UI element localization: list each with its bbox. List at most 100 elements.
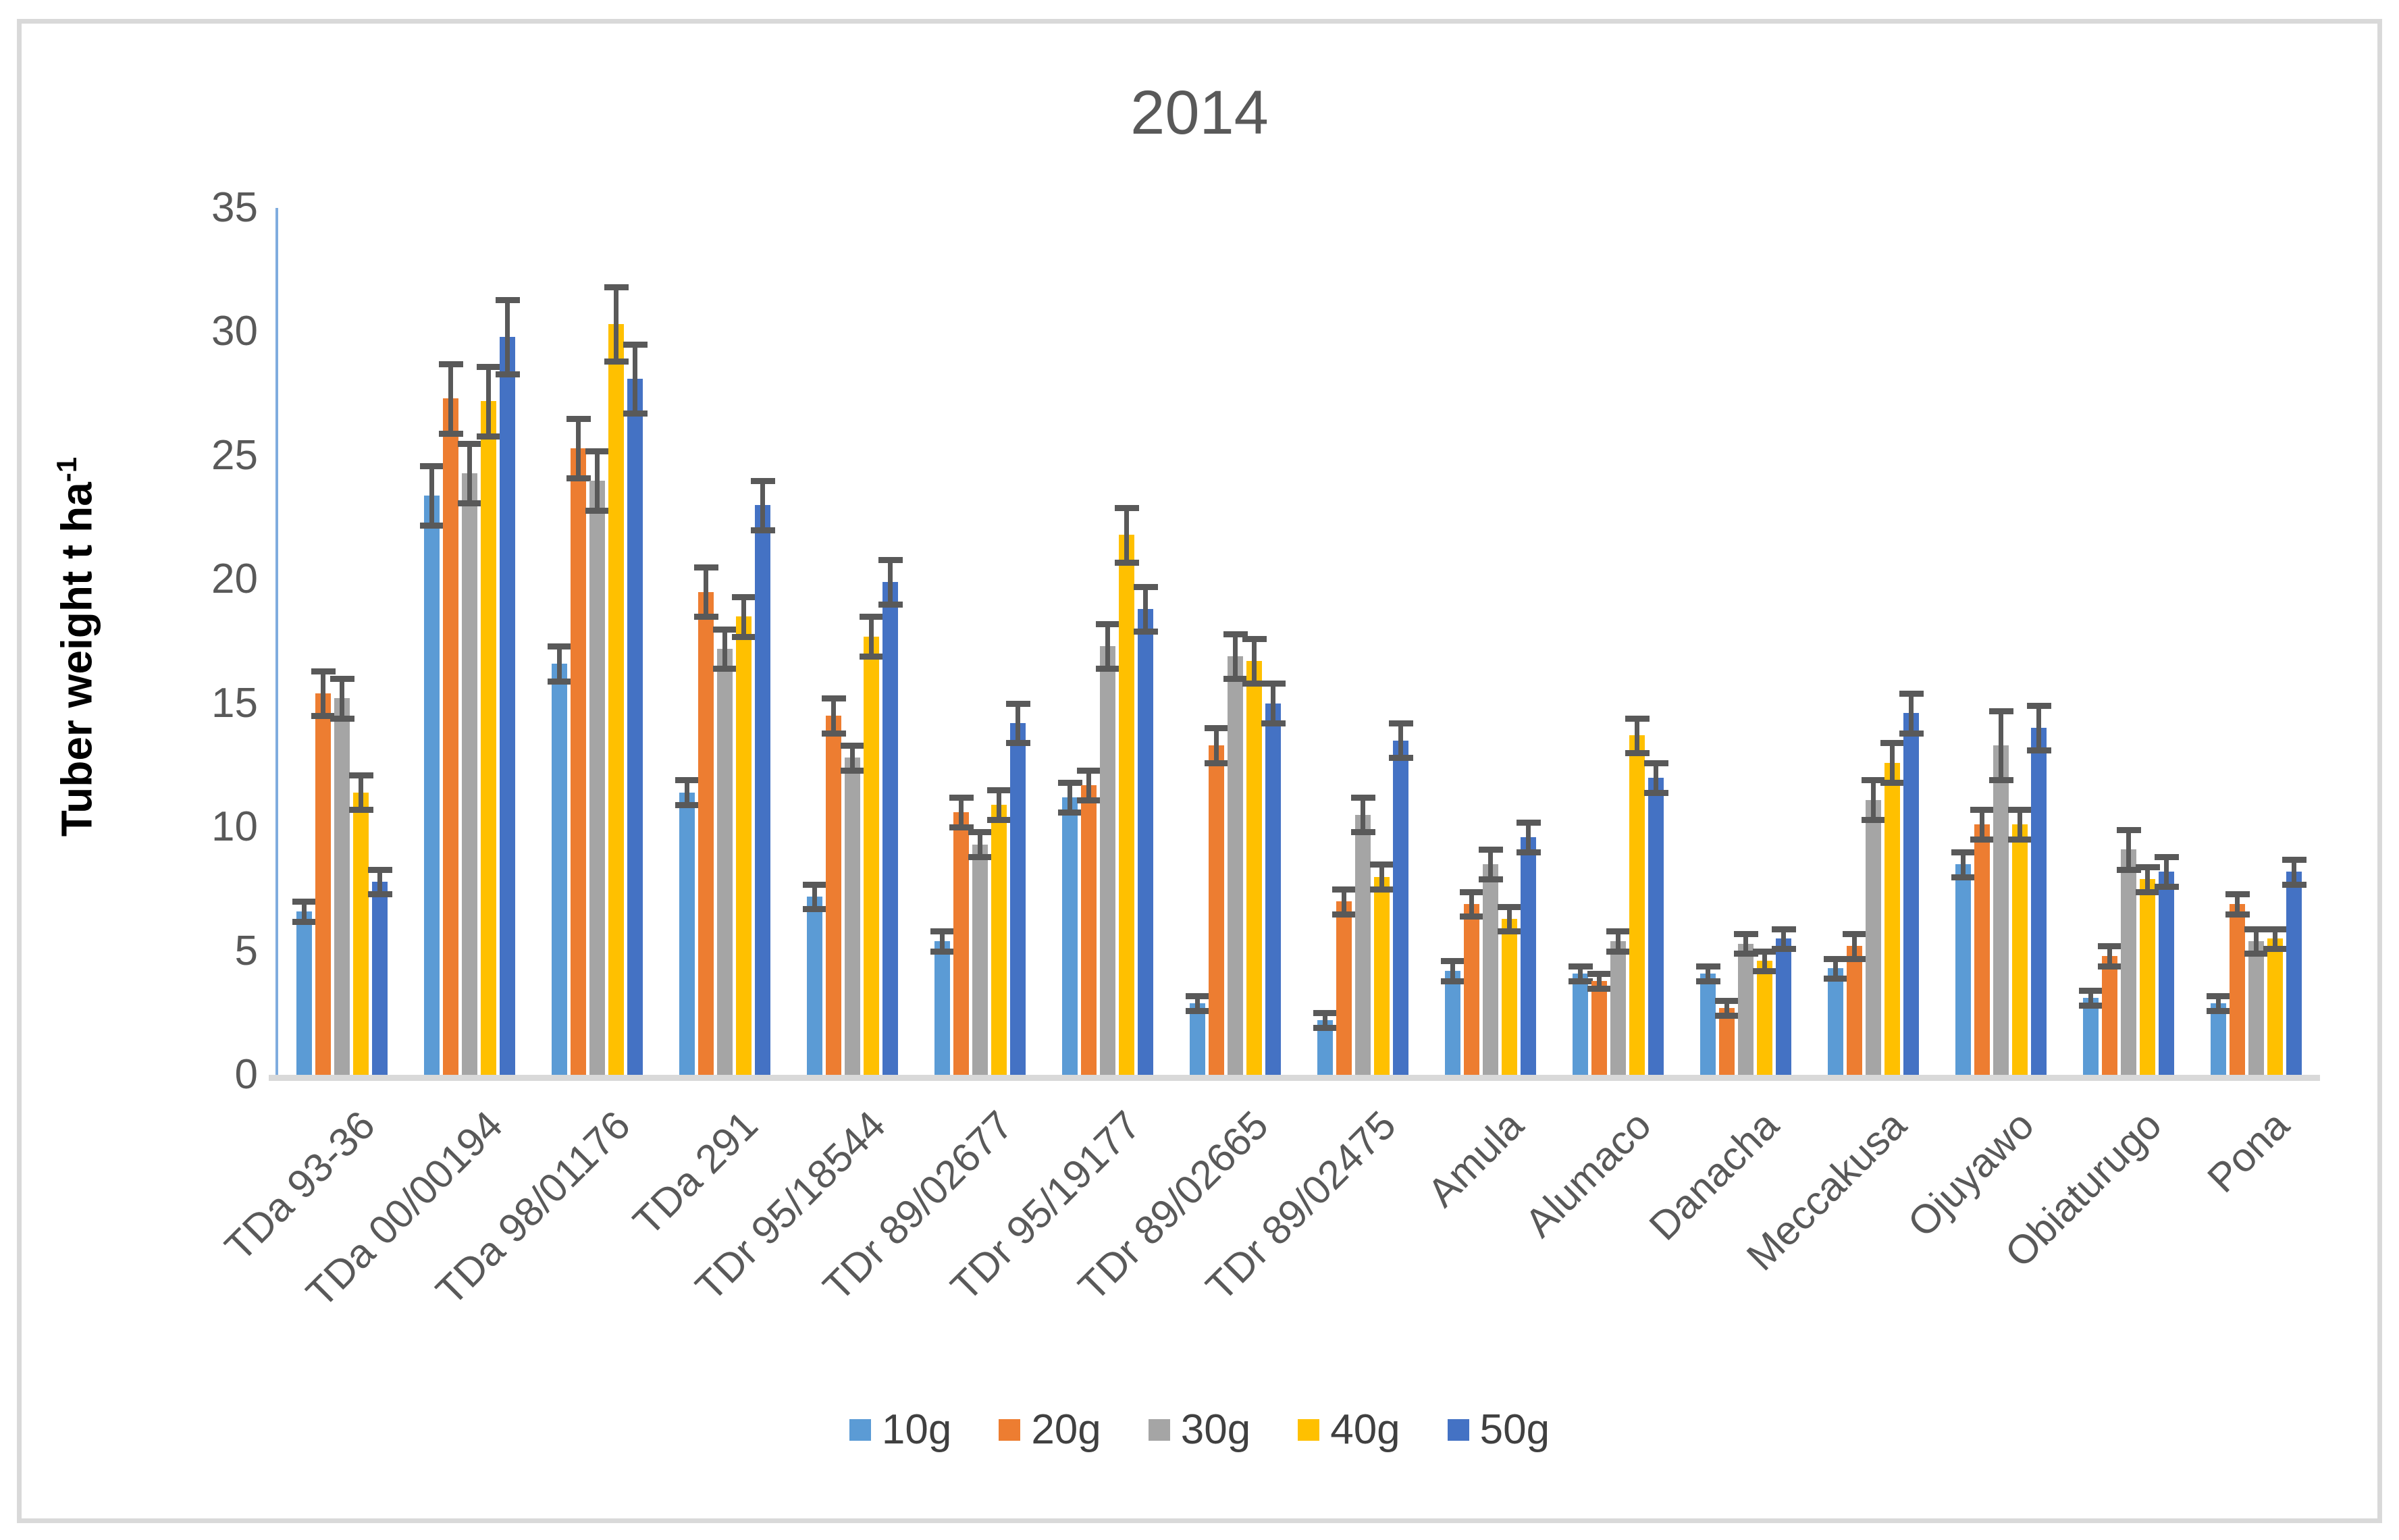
bar-40g-6 <box>1119 535 1134 1075</box>
error-bar-cap-bottom <box>1823 975 1848 982</box>
error-bar-cap-bottom <box>930 948 955 955</box>
bar-20g-3 <box>698 591 714 1075</box>
error-bar-cap-bottom <box>1185 1007 1210 1014</box>
error-bar-line <box>576 418 581 478</box>
error-bar-line <box>1578 965 1583 981</box>
bar-40g-7 <box>1246 661 1262 1075</box>
error-bar-cap-top <box>968 829 993 836</box>
chart-title: 2014 <box>1130 78 1269 147</box>
error-bar-cap-top <box>419 462 444 469</box>
error-bar-line <box>1961 851 1966 877</box>
bar-40g-12 <box>1884 762 1900 1075</box>
error-bar-cap-top <box>986 787 1011 794</box>
error-bar-line <box>1398 723 1403 758</box>
bar-40g-1 <box>481 401 496 1075</box>
error-bar-line <box>1105 624 1110 669</box>
error-bar-cap-bottom <box>802 906 827 913</box>
error-bar-cap-bottom <box>1261 720 1286 727</box>
bar-10g-12 <box>1828 968 1843 1075</box>
error-bar-cap-bottom <box>476 433 501 440</box>
error-bar-cap-bottom <box>419 522 444 529</box>
bar-50g-3 <box>755 505 770 1075</box>
error-bar-cap-bottom <box>1478 876 1503 883</box>
error-bar-cap-bottom <box>2263 945 2288 952</box>
error-bar-cap-bottom <box>1899 730 1924 737</box>
error-bar-cap-top <box>1823 955 1848 962</box>
error-bar-line <box>429 465 434 525</box>
error-bar-cap-bottom <box>1643 789 1668 796</box>
bar-40g-3 <box>736 616 752 1075</box>
error-bar-cap-top <box>1606 928 1631 935</box>
error-bar-cap-top <box>1861 777 1886 784</box>
y-tick-label: 35 <box>211 184 258 231</box>
error-bar-cap-top <box>1714 997 1739 1004</box>
error-bar-cap-bottom <box>949 824 974 831</box>
bar-50g-6 <box>1138 609 1153 1075</box>
bar-30g-15 <box>2248 940 2264 1075</box>
bar-30g-11 <box>1738 943 1754 1075</box>
legend-label: 10g <box>881 1406 952 1453</box>
error-bar-cap-top <box>1440 958 1465 965</box>
error-bar-cap-bottom <box>1388 755 1413 762</box>
legend-swatch-30g <box>1148 1418 1170 1441</box>
bar-30g-5 <box>972 844 988 1075</box>
error-bar-line <box>959 797 964 828</box>
error-bar-line <box>2235 894 2240 914</box>
error-bar-cap-bottom <box>367 891 392 898</box>
bar-50g-13 <box>2031 728 2047 1075</box>
bar-30g-3 <box>717 649 733 1075</box>
error-bar-line <box>1871 780 1876 820</box>
error-bar-line <box>1909 693 1914 733</box>
error-bar-cap-bottom <box>1842 955 1867 962</box>
error-bar-cap-bottom <box>1733 951 1758 957</box>
bar-50g-2 <box>627 379 643 1075</box>
error-bar-cap-top <box>1095 621 1120 628</box>
error-bar-cap-bottom <box>1204 760 1229 766</box>
bar-10g-3 <box>679 792 695 1075</box>
error-bar-line <box>1124 507 1129 562</box>
error-bar-cap-top <box>1568 963 1593 970</box>
error-bar-cap-bottom <box>1076 797 1101 803</box>
bar-30g-6 <box>1100 646 1115 1075</box>
error-bar-cap-top <box>2078 988 2103 994</box>
error-bar-cap-bottom <box>623 410 648 417</box>
error-bar-cap-top <box>1899 691 1924 697</box>
bar-30g-0 <box>334 698 350 1075</box>
bar-30g-4 <box>845 758 860 1075</box>
bar-50g-0 <box>372 881 388 1075</box>
bar-10g-1 <box>424 495 440 1075</box>
bar-10g-7 <box>1190 1003 1205 1075</box>
error-bar-cap-top <box>2154 854 2179 861</box>
error-bar-cap-bottom <box>457 500 482 506</box>
error-bar-line <box>1999 710 2003 780</box>
error-bar-cap-bottom <box>329 715 354 722</box>
error-bar-line <box>1323 1013 1327 1028</box>
error-bar-line <box>1342 888 1346 914</box>
error-bar-line <box>1526 822 1531 852</box>
error-bar-cap-top <box>1733 930 1758 937</box>
bar-50g-8 <box>1393 740 1408 1075</box>
error-bar-line <box>685 780 689 805</box>
error-bar-cap-bottom <box>1440 978 1465 984</box>
bar-10g-4 <box>807 896 822 1075</box>
error-bar-cap-top <box>859 614 884 620</box>
bar-50g-7 <box>1265 703 1281 1075</box>
error-bar-cap-bottom <box>1625 750 1650 757</box>
error-bar-cap-top <box>821 695 846 702</box>
bar-10g-6 <box>1062 797 1078 1075</box>
error-bar-cap-top <box>1133 584 1158 591</box>
error-bar-line <box>1743 933 1748 954</box>
bar-30g-2 <box>589 480 605 1075</box>
legend-swatch-10g <box>849 1418 871 1441</box>
error-bar-cap-top <box>292 899 317 905</box>
bar-40g-10 <box>1629 735 1645 1075</box>
error-bar-cap-bottom <box>1988 777 2013 784</box>
error-bar-line <box>812 884 817 909</box>
error-bar-line <box>1488 849 1493 880</box>
error-bar-cap-top <box>1076 767 1101 774</box>
bar-20g-6 <box>1081 785 1097 1075</box>
error-bar-cap-top <box>1114 504 1139 511</box>
error-bar-cap-top <box>1497 903 1522 910</box>
error-bar-cap-bottom <box>712 666 737 672</box>
bar-40g-13 <box>2012 824 2028 1075</box>
